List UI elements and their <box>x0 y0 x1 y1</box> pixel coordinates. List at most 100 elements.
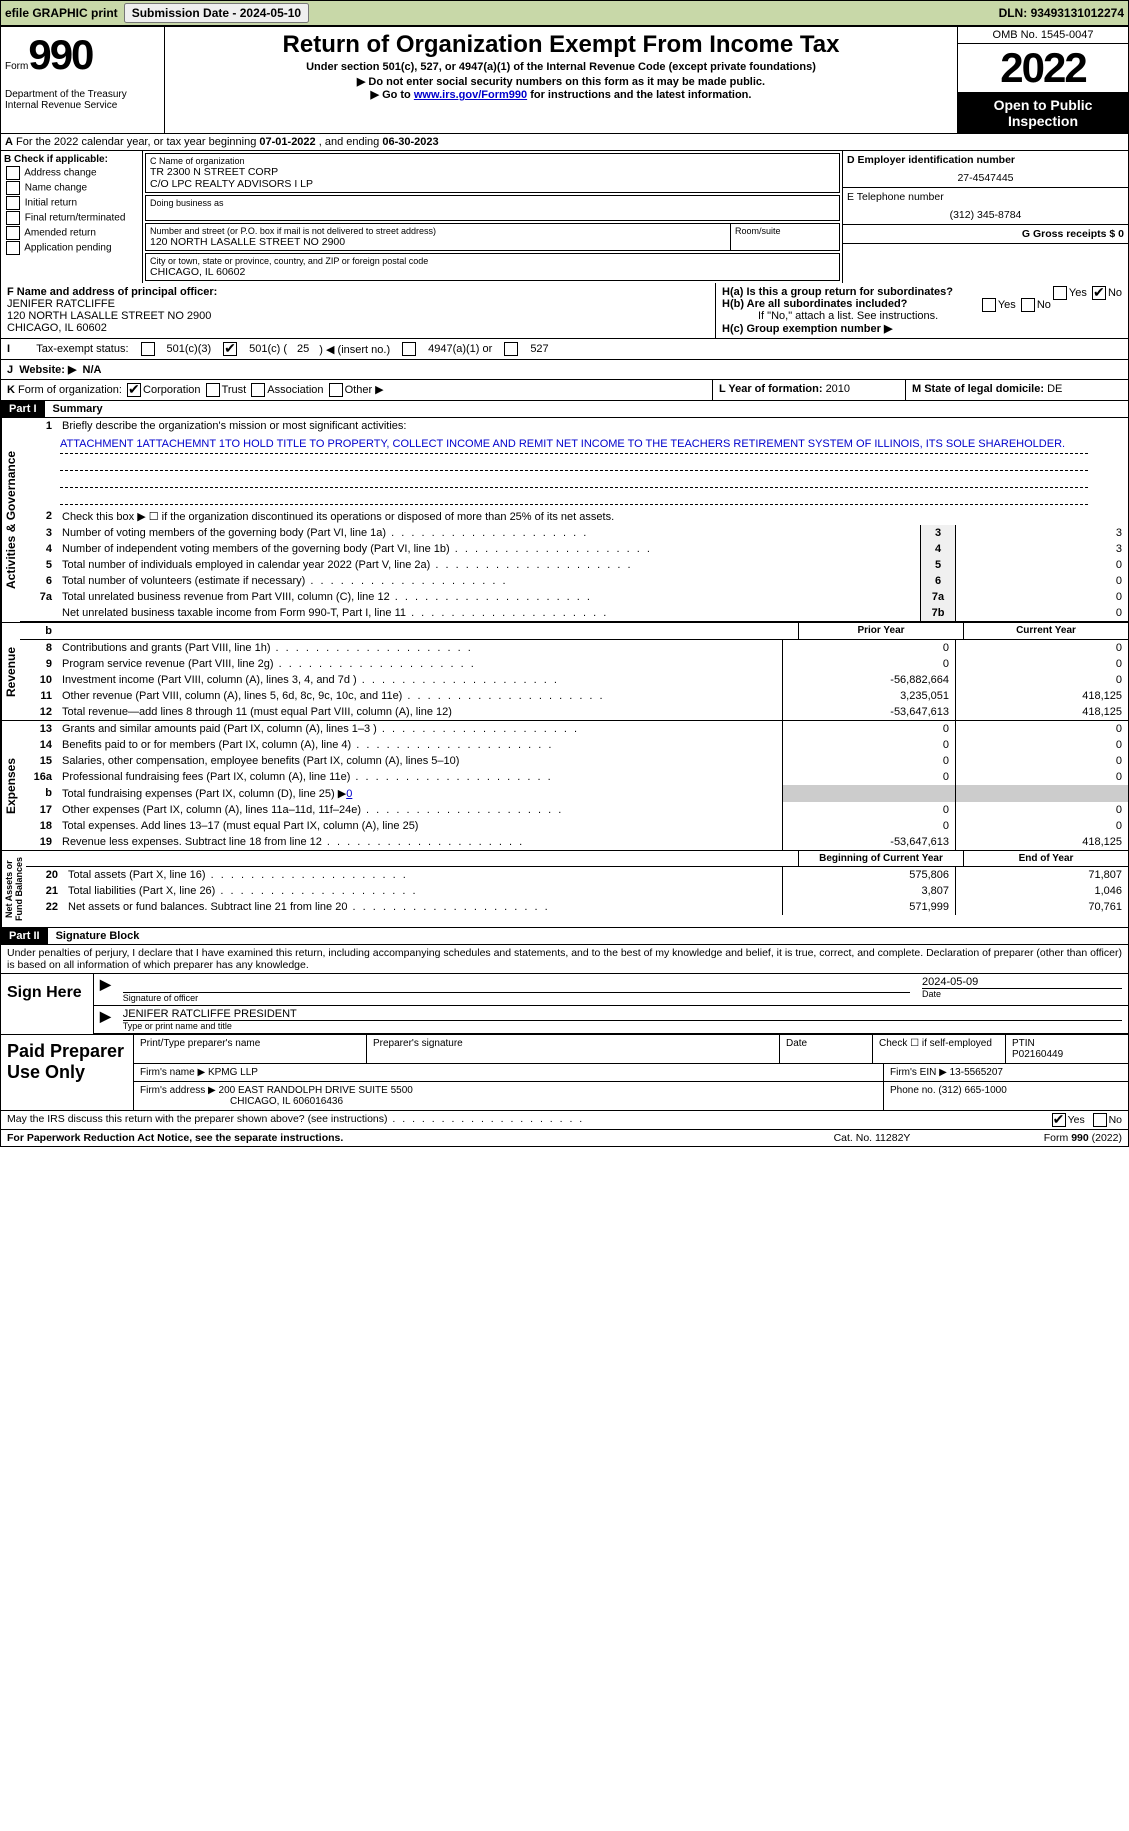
line11-curr: 418,125 <box>955 688 1128 704</box>
cb-app-pending[interactable]: Application pending <box>4 241 139 255</box>
line4-val: 3 <box>955 541 1128 557</box>
prep-name-label: Print/Type preparer's name <box>134 1035 367 1063</box>
submission-date-button[interactable]: Submission Date - 2024-05-10 <box>124 3 309 23</box>
form-header: Form990 Department of the Treasury Inter… <box>0 26 1129 134</box>
cb-amended-return[interactable]: Amended return <box>4 226 139 240</box>
discuss-row: May the IRS discuss this return with the… <box>0 1111 1129 1130</box>
vert-netassets: Net Assets orFund Balances <box>1 851 26 927</box>
cb-initial-return[interactable]: Initial return <box>4 196 139 210</box>
form-number: 990 <box>28 31 92 78</box>
ha-no[interactable] <box>1092 286 1106 300</box>
line12-curr: 418,125 <box>955 704 1128 720</box>
hb-note: If "No," attach a list. See instructions… <box>722 310 1122 322</box>
form-org-label: Form of organization: <box>18 384 122 396</box>
form-footer: Form 990 (2022) <box>972 1132 1122 1144</box>
efile-label: efile GRAPHIC print <box>5 6 118 20</box>
line7a-val: 0 <box>955 589 1128 605</box>
hdr-current: Current Year <box>963 623 1128 639</box>
line12-label: Total revenue—add lines 8 through 11 (mu… <box>58 704 782 720</box>
line7b-label: Net unrelated business taxable income fr… <box>58 605 920 621</box>
line18-prior: 0 <box>782 818 955 834</box>
line7b-val: 0 <box>955 605 1128 621</box>
line19-label: Revenue less expenses. Subtract line 18 … <box>58 834 782 850</box>
ein-value: 27-4547445 <box>847 166 1124 184</box>
officer-label: F Name and address of principal officer: <box>7 286 217 298</box>
cb-4947[interactable] <box>402 342 416 356</box>
officer-addr2: CHICAGO, IL 60602 <box>7 322 107 334</box>
line9-label: Program service revenue (Part VIII, line… <box>58 656 782 672</box>
cb-501c[interactable] <box>223 342 237 356</box>
street-value: 120 NORTH LASALLE STREET NO 2900 <box>150 236 726 248</box>
cb-final-return[interactable]: Final return/terminated <box>4 211 139 225</box>
year-formation: 2010 <box>826 383 850 395</box>
line15-prior: 0 <box>782 753 955 769</box>
part2-title: Signature Block <box>48 928 148 944</box>
firm-ein: 13-5565207 <box>950 1067 1003 1078</box>
line6-label: Total number of volunteers (estimate if … <box>58 573 920 589</box>
tax-year: 2022 <box>958 44 1128 93</box>
line14-label: Benefits paid to or for members (Part IX… <box>58 737 782 753</box>
ha-row: H(a) Is this a group return for subordin… <box>722 286 1122 298</box>
cb-assoc[interactable] <box>251 383 265 397</box>
city-value: CHICAGO, IL 60602 <box>150 266 835 278</box>
vert-expenses: Expenses <box>1 721 20 850</box>
line21-beg: 3,807 <box>782 883 955 899</box>
net-assets-section: Net Assets orFund Balances Beginning of … <box>0 851 1129 928</box>
ha-yes[interactable] <box>1053 286 1067 300</box>
cb-other[interactable] <box>329 383 343 397</box>
dba-label: Doing business as <box>150 198 835 208</box>
omb-number: OMB No. 1545-0047 <box>958 27 1128 44</box>
line22-end: 70,761 <box>955 899 1128 915</box>
line22-label: Net assets or fund balances. Subtract li… <box>64 899 782 915</box>
form-word: Form <box>5 61 28 72</box>
discuss-yes[interactable] <box>1052 1113 1066 1127</box>
pra-notice: For Paperwork Reduction Act Notice, see … <box>7 1132 772 1144</box>
line17-label: Other expenses (Part IX, column (A), lin… <box>58 802 782 818</box>
vert-activities: Activities & Governance <box>1 418 20 622</box>
firm-addr2: CHICAGO, IL 606016436 <box>140 1096 343 1107</box>
sign-here-label: Sign Here <box>1 974 93 1034</box>
irs-link[interactable]: www.irs.gov/Form990 <box>414 89 527 101</box>
line12-prior: -53,647,613 <box>782 704 955 720</box>
firm-addr1: 200 EAST RANDOLPH DRIVE SUITE 5500 <box>219 1085 413 1096</box>
line16b-label: Total fundraising expenses (Part IX, col… <box>58 785 782 802</box>
hb-yes[interactable] <box>982 298 996 312</box>
line20-beg: 575,806 <box>782 867 955 883</box>
line14-prior: 0 <box>782 737 955 753</box>
efile-header: efile GRAPHIC print Submission Date - 20… <box>0 0 1129 26</box>
mission-text: ATTACHMENT 1ATTACHEMNT 1TO HOLD TITLE TO… <box>60 437 1088 454</box>
line10-prior: -56,882,664 <box>782 672 955 688</box>
line10-curr: 0 <box>955 672 1128 688</box>
line9-curr: 0 <box>955 656 1128 672</box>
officer-addr1: 120 NORTH LASALLE STREET NO 2900 <box>7 310 211 322</box>
cb-527[interactable] <box>504 342 518 356</box>
sign-here-block: Sign Here ▶ Signature of officer 2024-05… <box>0 974 1129 1035</box>
part1-tag: Part I <box>1 401 45 417</box>
cb-corp[interactable] <box>127 383 141 397</box>
state-domicile: DE <box>1047 383 1062 395</box>
line16b-prior <box>782 785 955 802</box>
line5-label: Total number of individuals employed in … <box>58 557 920 573</box>
line8-prior: 0 <box>782 640 955 656</box>
cat-no: Cat. No. 11282Y <box>772 1132 972 1144</box>
street-label: Number and street (or P.O. box if mail i… <box>150 226 726 236</box>
cb-501c3[interactable] <box>141 342 155 356</box>
vert-revenue: Revenue <box>1 623 20 720</box>
cb-name-change[interactable]: Name change <box>4 181 139 195</box>
header-grid: B Check if applicable: Address change Na… <box>0 151 1129 283</box>
line19-curr: 418,125 <box>955 834 1128 850</box>
hdr-beginning: Beginning of Current Year <box>798 851 963 866</box>
phone-label: E Telephone number <box>847 191 1124 203</box>
cb-trust[interactable] <box>206 383 220 397</box>
line20-label: Total assets (Part X, line 16) <box>64 867 782 883</box>
hb-no[interactable] <box>1021 298 1035 312</box>
sig-typed-name: JENIFER RATCLIFFE PRESIDENT <box>123 1008 1122 1020</box>
line17-curr: 0 <box>955 802 1128 818</box>
dln-label: DLN: 93493131012274 <box>999 6 1124 20</box>
line16a-curr: 0 <box>955 769 1128 785</box>
discuss-no[interactable] <box>1093 1113 1107 1127</box>
prep-date-label: Date <box>780 1035 873 1063</box>
cb-address-change[interactable]: Address change <box>4 166 139 180</box>
line7a-label: Total unrelated business revenue from Pa… <box>58 589 920 605</box>
room-label: Room/suite <box>735 226 835 236</box>
